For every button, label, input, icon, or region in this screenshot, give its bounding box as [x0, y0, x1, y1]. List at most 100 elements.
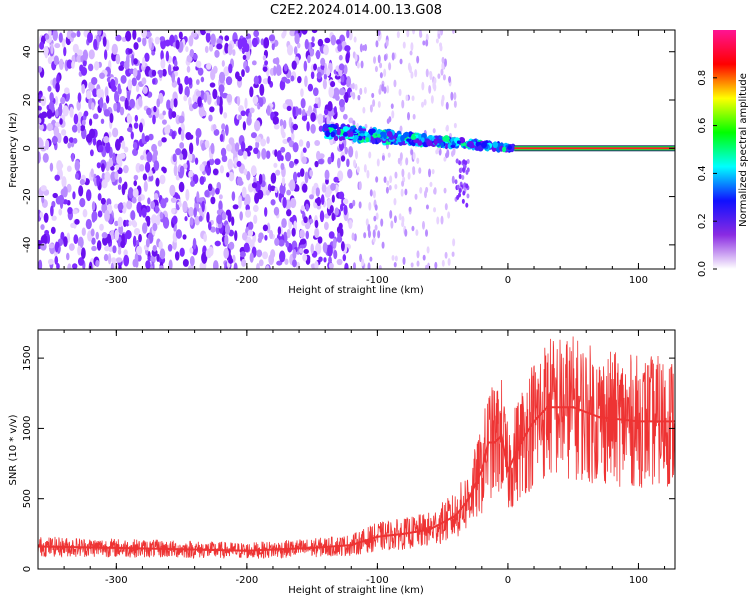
- spectrogram-cell: [379, 62, 383, 69]
- spectrogram-cell: [81, 119, 86, 126]
- spectrogram-cell: [92, 113, 99, 120]
- spectrogram-cell: [173, 164, 178, 177]
- spectrogram-cell: [346, 158, 350, 168]
- spectrogram-cell: [457, 192, 461, 198]
- spectrogram-x-tick-label: 100: [629, 275, 648, 286]
- spectrogram-cell: [311, 30, 318, 34]
- spectrogram-cell: [241, 186, 247, 198]
- spectrogram-cell: [174, 251, 180, 261]
- spectrogram-cell: [39, 41, 45, 50]
- spectrogram-cell: [203, 92, 208, 103]
- snr-point: [506, 469, 510, 472]
- spectrogram-cell: [119, 106, 125, 116]
- spectrogram-cell: [189, 255, 195, 267]
- spectrogram-cell: [158, 240, 163, 250]
- spectrogram-cell: [284, 258, 289, 265]
- spectrogram-cell: [54, 241, 59, 253]
- spectrogram-cell: [356, 62, 360, 69]
- spectrogram-cell: [332, 124, 338, 130]
- spectrogram-cell: [91, 201, 96, 211]
- spectrogram-cell: [232, 204, 239, 210]
- spectrogram-cell: [105, 141, 111, 154]
- spectrogram-cell: [314, 260, 319, 269]
- spectrogram-cell: [406, 30, 410, 38]
- spectrogram-cell: [178, 127, 182, 135]
- spectrogram-cell: [252, 204, 259, 213]
- spectrogram-cell: [142, 36, 147, 47]
- spectrogram-cell: [179, 247, 185, 257]
- spectrogram-cell: [210, 196, 216, 205]
- spectrogram-cell: [77, 236, 84, 249]
- spectrogram-cell: [207, 94, 212, 105]
- spectrogram-cell: [152, 222, 158, 232]
- spectrogram-cell: [283, 30, 287, 37]
- spectrogram-cell: [359, 43, 363, 53]
- spectrogram-cell: [344, 262, 349, 269]
- spectrogram-cell: [184, 75, 190, 85]
- spectrogram-cell: [157, 140, 163, 147]
- spectrogram-cell: [137, 37, 142, 43]
- spectrogram-cell: [63, 135, 69, 144]
- spectrogram-cell: [334, 207, 339, 216]
- spectrogram-cell: [101, 202, 108, 214]
- spectrogram-cell: [72, 191, 76, 200]
- spectrogram-cell: [242, 54, 247, 61]
- spectrogram-cell: [108, 157, 113, 168]
- spectrogram-cell: [354, 83, 358, 91]
- spectrogram-cell: [68, 137, 74, 143]
- spectrogram-cell: [150, 254, 156, 264]
- spectrogram-cell: [97, 210, 103, 218]
- spectrogram-cell: [410, 149, 414, 156]
- spectrogram-cell: [410, 135, 417, 140]
- spectrogram-cell: [199, 176, 205, 185]
- spectrogram-cell: [440, 141, 445, 148]
- spectrogram-cell: [351, 232, 355, 241]
- spectrogram-cell: [128, 48, 133, 54]
- spectrogram-cell: [257, 189, 264, 200]
- spectrogram-cell: [466, 143, 473, 148]
- spectrogram-cell: [369, 256, 373, 262]
- spectrogram-cell: [154, 205, 160, 214]
- spectrogram-cell: [436, 216, 440, 225]
- spectrogram-cell: [325, 178, 329, 185]
- spectrogram-cell: [170, 98, 174, 110]
- spectrogram-cell: [117, 83, 121, 93]
- spectrogram-cell: [172, 215, 178, 225]
- spectrogram-cell: [507, 145, 513, 150]
- spectrogram-cell: [383, 133, 387, 140]
- spectrogram-cell: [110, 165, 115, 171]
- spectrogram-cell: [237, 180, 244, 186]
- spectrogram-cell: [166, 99, 171, 110]
- spectrogram-cell: [219, 133, 224, 142]
- spectrogram-cell: [156, 98, 161, 108]
- spectrogram-cell: [121, 201, 127, 214]
- spectrogram-cell: [411, 225, 415, 232]
- spectrogram-cell: [80, 55, 84, 63]
- colorbar-tick-label: 0.2: [697, 213, 708, 229]
- spectrogram-cell: [153, 193, 159, 200]
- spectrogram-cell: [119, 96, 126, 102]
- spectrogram-cell: [344, 91, 349, 103]
- spectrogram-cell: [77, 123, 81, 134]
- spectrogram-y-tick-label: 20: [22, 94, 33, 107]
- spectrogram-cell: [66, 183, 72, 193]
- spectrogram-cell: [110, 78, 116, 88]
- spectrogram-cell: [189, 49, 195, 58]
- spectrogram-cell: [239, 251, 246, 258]
- spectrogram-cell: [206, 211, 210, 223]
- spectrogram-cell: [333, 106, 337, 115]
- spectrogram-cell: [142, 56, 146, 68]
- spectrogram-cell: [431, 169, 435, 175]
- spectrogram-cell: [377, 54, 381, 64]
- spectrogram-cell: [450, 144, 456, 149]
- spectrogram-cell: [167, 244, 173, 252]
- spectrogram-cell: [72, 43, 79, 54]
- spectrogram-cell: [114, 220, 119, 227]
- spectrogram-cell: [292, 123, 299, 131]
- spectrogram-cell: [102, 36, 107, 47]
- spectrogram-cell: [403, 131, 410, 137]
- spectrogram-cell: [40, 242, 47, 251]
- spectrogram-cell: [301, 30, 308, 35]
- spectrogram-cell: [328, 262, 334, 269]
- spectrogram-cell: [146, 107, 152, 116]
